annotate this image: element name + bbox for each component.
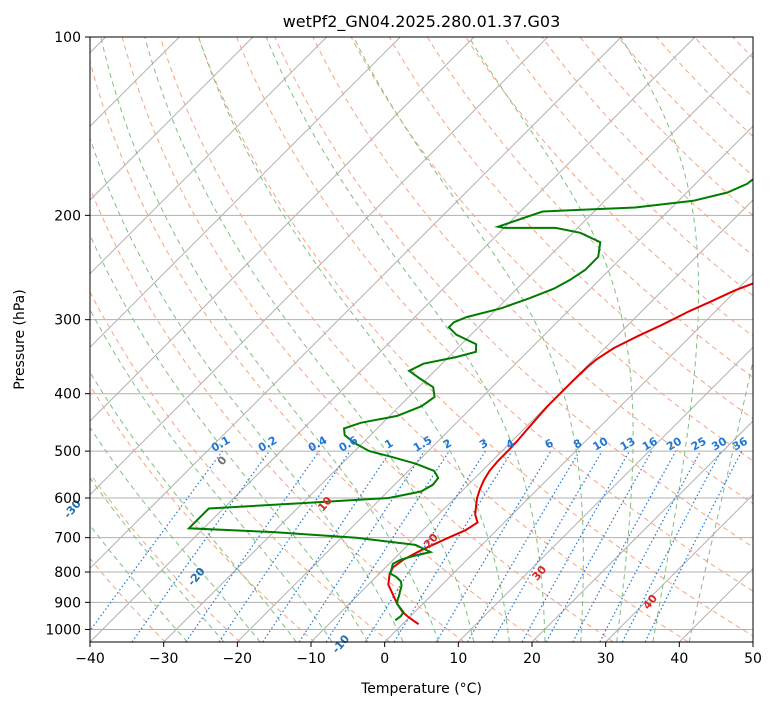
y-tick-label: 700 [54,531,81,547]
x-tick-label: 0 [380,651,389,667]
dry-adiabat-line [90,472,241,642]
x-tick-label: −20 [223,651,253,667]
moist-adiabat-line [620,37,700,642]
moist-adiabat-line [90,524,188,642]
dry-adiabat-line [198,37,753,637]
dry-adiabat-line [312,37,753,505]
y-tick-label: 500 [54,444,81,460]
chart-title: wetPf2_GN04.2025.280.01.37.G03 [283,12,561,32]
background-lines [90,37,753,642]
mixing-ratio-line [644,450,743,642]
isotherm-line [90,37,549,496]
isotherm-line [90,37,696,642]
y-tick-label: 800 [54,565,81,581]
mixing-ratio-line [262,450,392,642]
y-tick-label: 1000 [45,622,81,638]
isotherm-line [90,37,328,275]
dewpoint-profile-line [186,177,753,622]
y-axis-label: Pressure (hPa) [12,289,28,389]
isotherm-line [90,37,475,422]
x-tick-label: −30 [149,651,179,667]
dry-adiabat-line [236,37,753,592]
mixing-ratio-line [572,450,677,642]
y-tick-label: 600 [54,491,81,507]
x-axis-label: Temperature (°C) [360,681,482,697]
moist-adiabat-line [90,477,225,642]
moist-adiabat-line [265,37,546,642]
mixing-ratio-line [218,450,351,642]
dry-adiabat-line [90,291,390,642]
isotherm-line [90,37,254,201]
y-tick-label: 300 [54,313,81,329]
x-tick-label: 20 [523,651,541,667]
isotherm-line [310,199,753,642]
axes: −40 −30 −20 −10 0 10 20 30 40 50 100 200 300 400 500 60… [45,30,762,667]
dry-adiabat-line [121,37,614,642]
mixing-ratio-line [325,450,450,642]
moist-adiabat-line [144,37,475,642]
moist-adiabat-line [90,136,404,642]
mixing-ratio-line [131,450,270,642]
mixing-ratio-line [298,450,425,642]
dry-adiabat-line [90,384,316,642]
moist-adiabat-line [100,37,439,642]
x-tick-label: 30 [597,651,615,667]
isotherm-line [236,125,753,642]
dry-adiabat-line [90,59,540,642]
mixing-ratio-line [545,450,653,642]
isotherm-line [90,37,401,349]
moist-adiabat-line [353,37,584,642]
y-tick-label: 400 [54,387,81,403]
x-tick-label: 10 [449,651,467,667]
dry-adiabat-line [350,37,753,462]
x-tick-label: −40 [75,651,105,667]
mixing-ratio-line [185,450,320,642]
isotherm-line [605,493,753,642]
isotherm-line [457,346,753,642]
isotherm-line [384,272,753,642]
x-tick-label: 50 [744,651,762,667]
isotherm-line [531,420,753,642]
x-tick-label: −10 [296,651,326,667]
moist-adiabat-line [90,371,297,642]
y-tick-label: 900 [54,595,81,611]
plot-frame [89,36,754,643]
moist-adiabat-line [90,233,369,642]
x-tick-label: 40 [670,651,688,667]
dry-adiabat-line [159,37,689,642]
y-tick-label: 200 [54,208,81,224]
isotherm-line [90,37,622,570]
data-lines [186,177,753,626]
y-tick-label: 100 [54,30,81,46]
moist-adiabat-line [90,426,261,642]
mixing-ratio-line [90,450,223,632]
mixing-ratio-line [393,450,513,642]
mixing-ratio-line [521,450,631,642]
